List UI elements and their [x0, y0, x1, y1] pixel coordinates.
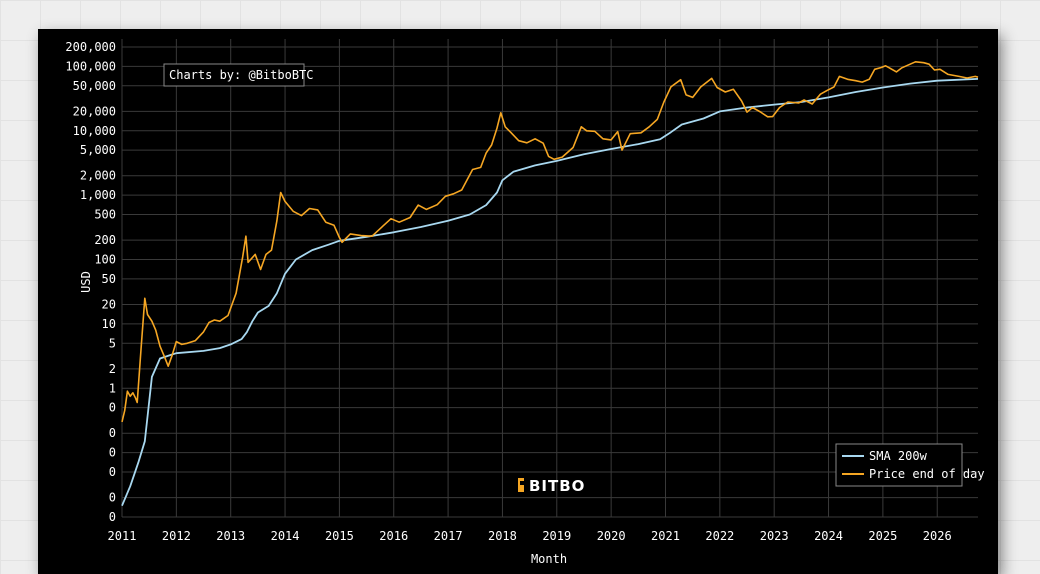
y-tick-label: 0 — [109, 491, 116, 505]
x-tick-label: 2026 — [923, 529, 952, 543]
series-line-sma-200w — [121, 78, 979, 507]
legend-label-price: Price end of day — [869, 467, 985, 481]
y-tick-label: 0 — [109, 401, 116, 415]
y-tick-label: 100 — [94, 253, 116, 267]
series-line-price-end-of-day — [121, 61, 979, 423]
x-tick-label: 2021 — [651, 529, 680, 543]
x-tick-label: 2014 — [271, 529, 300, 543]
legend: SMA 200w Price end of day — [835, 443, 985, 487]
y-tick-label: 10 — [102, 317, 116, 331]
y-tick-label: 1,000 — [80, 188, 116, 202]
y-tick-label: 50 — [102, 272, 116, 286]
x-tick-label: 2015 — [325, 529, 354, 543]
bitbo-logo-icon — [518, 478, 524, 492]
credit-box: Charts by: @BitboBTC — [163, 63, 314, 87]
y-tick-label: 1 — [109, 381, 116, 395]
x-tick-label: 2013 — [216, 529, 245, 543]
y-tick-label: 20 — [102, 297, 116, 311]
y-tick-label: 0 — [109, 465, 116, 479]
y-tick-label: 200 — [94, 233, 116, 247]
x-tick-label: 2016 — [379, 529, 408, 543]
legend-label-sma: SMA 200w — [869, 449, 928, 463]
x-tick-label: 2017 — [434, 529, 463, 543]
y-tick-label: 10,000 — [73, 124, 116, 138]
x-tick-label: 2018 — [488, 529, 517, 543]
x-tick-label: 2023 — [760, 529, 789, 543]
bitbo-watermark: BITBO — [518, 477, 585, 495]
y-tick-label: 0 — [109, 510, 116, 524]
y-tick-label: 100,000 — [65, 59, 116, 73]
x-tick-label: 2024 — [814, 529, 843, 543]
y-tick-label: 5 — [109, 336, 116, 350]
x-axis-title: Month — [531, 552, 567, 566]
y-tick-label: 500 — [94, 208, 116, 222]
x-tick-label: 2011 — [108, 529, 137, 543]
x-tick-label: 2025 — [868, 529, 897, 543]
y-tick-label: 2,000 — [80, 169, 116, 183]
y-axis-title: USD — [79, 271, 93, 293]
y-tick-label: 2 — [109, 362, 116, 376]
x-tick-label: 2019 — [542, 529, 571, 543]
y-tick-label: 0 — [109, 446, 116, 460]
x-tick-label: 2022 — [705, 529, 734, 543]
x-axis-tick-labels: 2011 2012 2013 2014 2015 2016 2017 2018 2019 2020… — [108, 529, 952, 543]
y-tick-label: 200,000 — [65, 40, 116, 54]
y-axis-tick-labels: 0 0 0 0 0 0 1 2 5 10 20 50 100 200 500 1,000 2,000 5,000 1… — [65, 40, 116, 524]
chart-series — [121, 61, 979, 507]
x-tick-label: 2020 — [597, 529, 626, 543]
chart-grid — [121, 39, 978, 518]
y-tick-label: 20,000 — [73, 104, 116, 118]
bitbo-logo-text: BITBO — [529, 477, 585, 495]
y-tick-label: 5,000 — [80, 143, 116, 157]
y-tick-label: 0 — [109, 426, 116, 440]
y-tick-label: 50,000 — [73, 79, 116, 93]
x-tick-label: 2012 — [162, 529, 191, 543]
credit-label: Charts by: @BitboBTC — [169, 68, 314, 82]
